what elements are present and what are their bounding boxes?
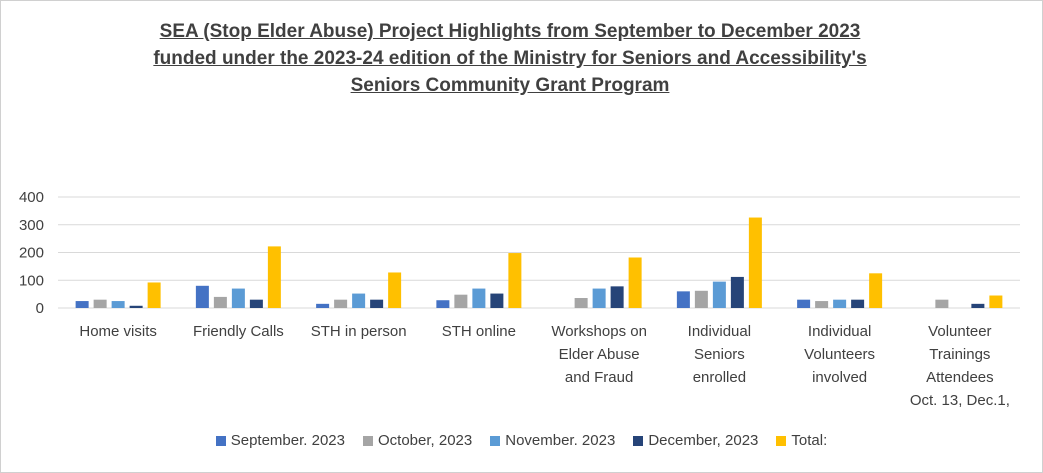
legend-label: November. 2023 bbox=[505, 432, 616, 449]
bar-series-0-cat-1 bbox=[195, 285, 209, 308]
legend-item: Total: bbox=[776, 432, 827, 449]
x-category-label: Friendly Calls bbox=[193, 323, 284, 340]
bar-series-4-cat-7 bbox=[989, 295, 1003, 308]
bar-series-1-cat-4 bbox=[574, 298, 588, 308]
bar-series-3-cat-6 bbox=[851, 299, 865, 308]
x-category-label: Individual bbox=[688, 323, 751, 340]
x-category-label: involved bbox=[812, 369, 867, 386]
legend-swatch bbox=[215, 435, 226, 446]
bar-series-3-cat-0 bbox=[129, 305, 143, 308]
bar-series-4-cat-1 bbox=[267, 246, 281, 308]
bar-series-1-cat-0 bbox=[93, 299, 107, 308]
bar-series-1-cat-6 bbox=[815, 301, 829, 308]
x-category-label: Elder Abuse bbox=[559, 346, 640, 363]
chart-title: SEA (Stop Elder Abuse) Project Highlight… bbox=[60, 18, 960, 99]
bar-series-1-cat-7 bbox=[935, 299, 949, 308]
legend-swatch bbox=[363, 435, 373, 446]
x-category-label: STH online bbox=[442, 323, 516, 340]
x-category-label: Oct. 13, Dec.1, bbox=[910, 392, 1010, 409]
legend-label: December, 2023 bbox=[648, 432, 759, 449]
x-category-label: and Fraud bbox=[565, 369, 633, 386]
x-category-label: Volunteer bbox=[928, 323, 991, 340]
bar-series-0-cat-3 bbox=[436, 300, 450, 308]
bar-series-2-cat-4 bbox=[592, 288, 606, 308]
y-tick-label: 100 bbox=[19, 272, 44, 289]
legend-swatch bbox=[776, 435, 787, 446]
bar-series-2-cat-1 bbox=[231, 288, 245, 308]
legend-swatch bbox=[490, 435, 501, 446]
bar-series-4-cat-5 bbox=[748, 217, 762, 308]
legend-label: September. 2023 bbox=[230, 432, 345, 449]
x-category-label: Seniors bbox=[694, 346, 745, 363]
bar-series-3-cat-7 bbox=[971, 303, 985, 308]
chart-legend: September. 2023 October, 2023 November. 20… bbox=[0, 432, 1043, 449]
x-category-label: Workshops on bbox=[551, 323, 647, 340]
legend-label: October, 2023 bbox=[378, 432, 473, 449]
bar-series-4-cat-6 bbox=[869, 273, 883, 308]
legend-swatch bbox=[633, 435, 644, 446]
x-category-label: Trainings bbox=[929, 346, 990, 363]
bar-series-1-cat-1 bbox=[213, 296, 227, 308]
legend-item: December, 2023 bbox=[633, 432, 758, 449]
y-tick-label: 400 bbox=[19, 189, 44, 206]
bar-series-0-cat-2 bbox=[316, 303, 330, 308]
chart-title-line-3: Seniors Community Grant Program bbox=[350, 75, 670, 96]
y-tick-label: 0 bbox=[36, 300, 44, 317]
legend-item: November. 2023 bbox=[490, 432, 615, 449]
legend-item: September. 2023 bbox=[215, 432, 345, 449]
x-category-label: Individual bbox=[808, 323, 871, 340]
bar-series-2-cat-5 bbox=[712, 281, 726, 308]
bar-series-3-cat-1 bbox=[249, 299, 263, 308]
bar-series-2-cat-0 bbox=[111, 301, 125, 308]
chart-title-line-1: SEA (Stop Elder Abuse) Project Highlight… bbox=[159, 21, 861, 42]
bar-series-1-cat-2 bbox=[334, 299, 348, 308]
x-category-label: Home visits bbox=[79, 323, 157, 340]
chart-title-line-2: funded under the 2023-24 edition of the … bbox=[153, 48, 867, 69]
bar-series-3-cat-2 bbox=[370, 299, 384, 308]
bar-series-3-cat-5 bbox=[730, 276, 744, 308]
y-tick-label: 300 bbox=[19, 217, 44, 234]
bar-series-1-cat-5 bbox=[694, 290, 708, 308]
bar-series-2-cat-2 bbox=[352, 293, 366, 308]
bar-series-4-cat-2 bbox=[388, 272, 402, 308]
bar-series-3-cat-4 bbox=[610, 286, 624, 308]
x-category-label: Volunteers bbox=[804, 346, 875, 363]
bar-series-2-cat-3 bbox=[472, 288, 486, 308]
bar-series-1-cat-3 bbox=[454, 294, 468, 308]
bar-series-4-cat-4 bbox=[628, 257, 642, 308]
x-category-label: Attendees bbox=[926, 369, 994, 386]
bar-series-4-cat-3 bbox=[508, 253, 522, 308]
bar-series-4-cat-0 bbox=[147, 282, 161, 308]
x-category-label: enrolled bbox=[693, 369, 746, 386]
y-tick-label: 200 bbox=[19, 245, 44, 262]
legend-label: Total: bbox=[791, 432, 828, 449]
bar-series-0-cat-6 bbox=[797, 299, 811, 308]
bar-series-3-cat-3 bbox=[490, 293, 504, 308]
legend-item: October, 2023 bbox=[363, 432, 472, 449]
bar-series-2-cat-6 bbox=[833, 299, 847, 308]
x-category-label: STH in person bbox=[311, 323, 407, 340]
bar-series-0-cat-0 bbox=[75, 301, 89, 308]
bar-series-0-cat-5 bbox=[676, 291, 690, 308]
